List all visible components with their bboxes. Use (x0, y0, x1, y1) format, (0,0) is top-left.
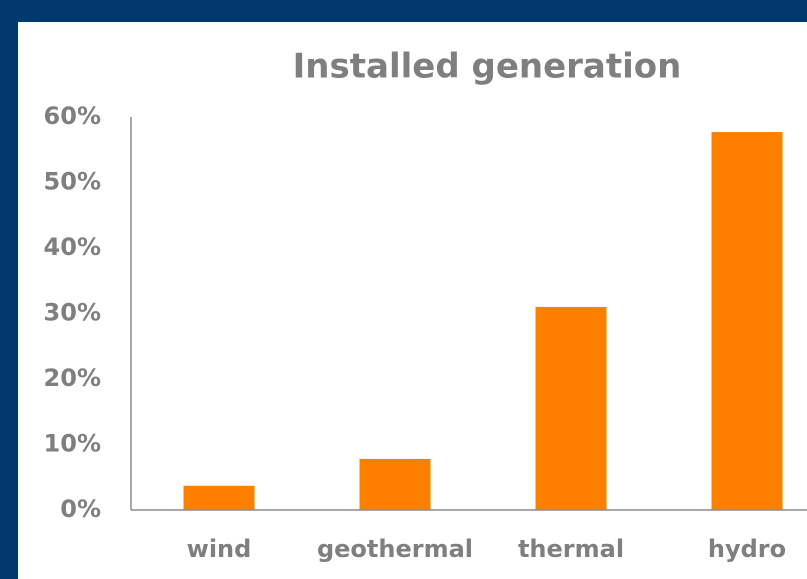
y-tick-label: 30% (44, 299, 101, 327)
bar (711, 132, 783, 510)
bar (183, 485, 255, 510)
x-tick-label: wind (187, 535, 252, 563)
bar (359, 458, 431, 510)
x-tick-label: geothermal (317, 535, 473, 563)
y-tick-label: 0% (60, 495, 101, 523)
chart-title: Installed generation (293, 47, 682, 87)
bar (535, 306, 607, 510)
y-tick-label: 20% (44, 364, 101, 392)
x-tick-label: thermal (518, 535, 624, 563)
y-tick-label: 60% (44, 102, 101, 130)
y-tick-label: 40% (44, 233, 101, 261)
y-tick-label: 50% (44, 168, 101, 196)
x-tick-label: hydro (708, 535, 786, 563)
y-tick-label: 10% (44, 430, 101, 458)
